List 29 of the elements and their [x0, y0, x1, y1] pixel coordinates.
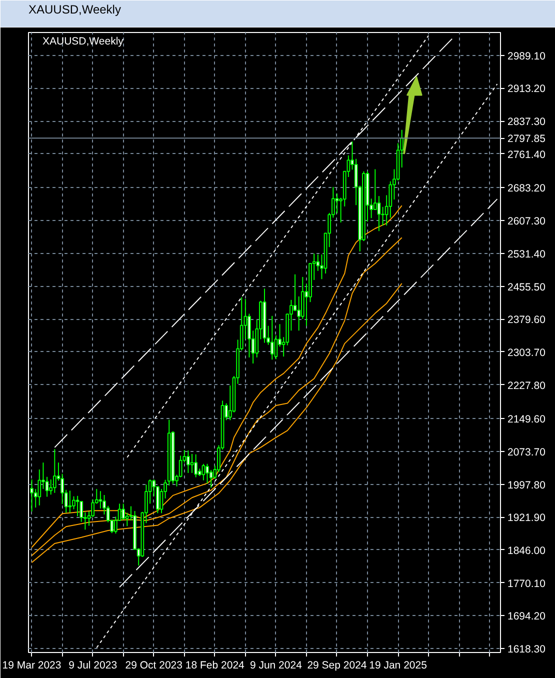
x-tick-label: 9 Jul 2023: [68, 660, 118, 672]
x-tick-label: 19 Jan 2025: [369, 660, 428, 672]
y-tick-label: 2761.40: [508, 148, 546, 161]
ref-line-label: 2797.85: [508, 133, 546, 146]
y-tick-label: 1846.00: [508, 544, 546, 557]
y-tick-label: 1770.10: [508, 578, 546, 590]
y-tick-label: 1618.30: [508, 643, 546, 656]
annotation: XAUUSD,Weekly: [42, 36, 124, 48]
y-tick-label: 2303.70: [508, 346, 546, 359]
y-tick-label: 2989.10: [508, 50, 546, 62]
y-tick-label: 1997.80: [508, 479, 546, 492]
y-tick-label: 2149.60: [508, 414, 546, 426]
y-tick-label: 2607.30: [508, 216, 546, 228]
y-tick-label: 2073.70: [508, 446, 546, 458]
x-tick-label: 9 Jun 2024: [250, 660, 302, 672]
y-tick-label: 2379.60: [508, 314, 546, 326]
y-tick-label: 2837.30: [508, 116, 546, 128]
y-tick-label: 2227.80: [508, 380, 546, 392]
y-tick-label: 2455.50: [508, 281, 546, 294]
x-tick-label: 29 Sep 2024: [307, 660, 367, 672]
y-tick-label: 1921.90: [508, 512, 546, 524]
x-tick-label: 29 Oct 2023: [125, 660, 183, 672]
y-tick-label: 2683.20: [508, 182, 546, 195]
x-tick-label: 18 Feb 2024: [185, 660, 245, 672]
y-tick-label: 2531.40: [508, 248, 546, 260]
y-tick-label: 2913.20: [508, 83, 546, 96]
x-tick-label: 19 Mar 2023: [2, 660, 62, 672]
chart-title: XAUUSD,Weekly: [28, 2, 121, 16]
y-tick-label: 1694.20: [508, 610, 546, 623]
